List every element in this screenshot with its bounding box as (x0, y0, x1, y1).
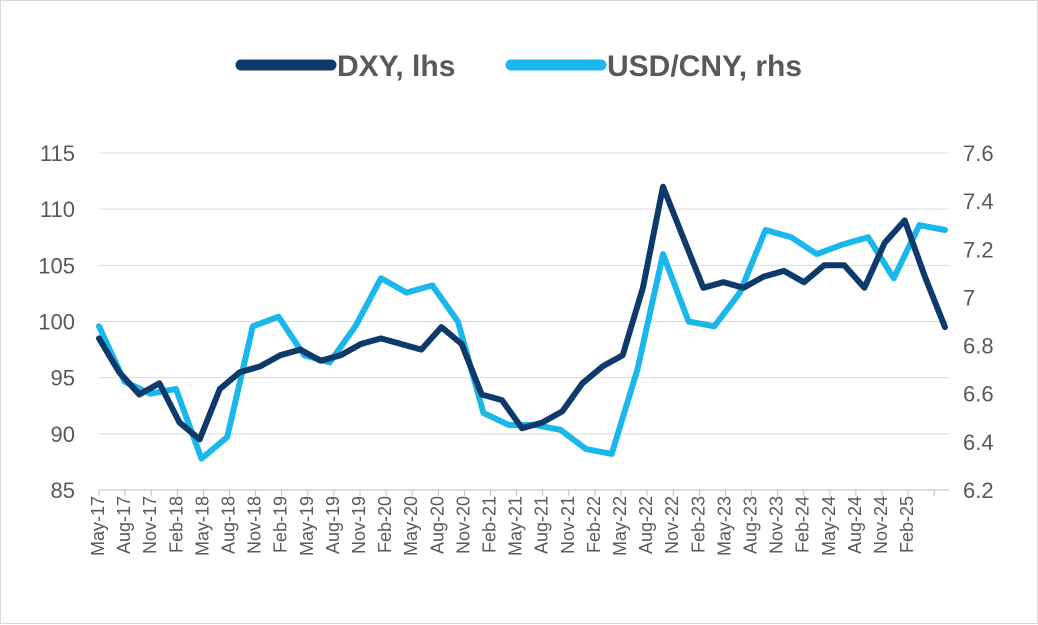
x-tick-label: May-21 (506, 496, 526, 556)
y-right-tick-label: 7.4 (963, 189, 994, 214)
y-axis-right: 6.2 6.4 6.6 6.8 7 7.2 7.4 7.6 (963, 141, 994, 503)
x-axis: May-17 Aug-17 Nov-17 Feb-18 May-18 Aug-18 Nov-… (88, 489, 949, 556)
y-left-tick-label: 110 (40, 197, 75, 222)
x-tick-label: Aug-22 (636, 496, 656, 554)
x-tick-label: Feb-18 (166, 496, 186, 553)
x-tick-label: May-24 (819, 496, 839, 556)
x-tick-label: May-23 (714, 496, 734, 556)
x-tick-label: Nov-22 (662, 496, 682, 554)
x-tick-label: Aug-19 (323, 496, 343, 554)
y-right-tick-label: 7.2 (963, 237, 994, 262)
x-tick-label: May-20 (401, 496, 421, 556)
x-tick-label: Feb-24 (793, 496, 813, 553)
y-left-tick-label: 115 (40, 141, 75, 166)
series-line-dxy (96, 183, 948, 443)
x-tick-label: Nov-21 (558, 496, 578, 554)
x-tick-label: Feb-20 (375, 496, 395, 553)
x-tick-label: May-19 (297, 496, 317, 556)
x-tick-label: Aug-18 (219, 496, 239, 554)
x-tick-label: Feb-19 (271, 496, 291, 553)
y-right-tick-label: 7 (963, 285, 975, 310)
x-tick-label: May-22 (610, 496, 630, 556)
legend-label-dxy: DXY, lhs (337, 50, 455, 83)
legend: DXY, lhs USD/CNY, rhs (235, 50, 802, 83)
x-tick-label: Aug-21 (532, 496, 552, 554)
x-tick-label: Nov-20 (453, 496, 473, 554)
series-lines (96, 183, 948, 462)
y-left-tick-label: 95 (51, 366, 75, 391)
y-left-tick-label: 100 (38, 310, 75, 335)
x-tick-label: Aug-24 (845, 496, 865, 554)
x-tick-label: May-17 (88, 496, 108, 556)
y-right-tick-label: 6.2 (963, 478, 994, 503)
x-tick-label: Feb-22 (584, 496, 604, 553)
y-left-tick-label: 90 (51, 422, 75, 447)
x-tick-label: May-18 (192, 496, 212, 556)
y-right-tick-label: 6.6 (963, 382, 994, 407)
legend-label-usdcny: USD/CNY, rhs (607, 50, 802, 83)
x-tick-label: Nov-17 (140, 496, 160, 554)
x-tick-label: Feb-25 (897, 496, 917, 553)
y-left-tick-label: 85 (51, 478, 75, 503)
x-tick-label: Nov-19 (349, 496, 369, 554)
x-tick-label: Nov-18 (245, 496, 265, 554)
y-right-tick-label: 6.4 (963, 430, 994, 455)
y-right-tick-label: 6.8 (963, 334, 994, 359)
y-right-tick-label: 7.6 (963, 141, 994, 166)
y-left-tick-label: 105 (38, 253, 75, 278)
x-tick-label: Aug-23 (741, 496, 761, 554)
x-tick-label: Aug-20 (427, 496, 447, 554)
y-axis-left: 85 90 95 100 105 110 115 (38, 141, 75, 503)
x-tick-label: Feb-23 (688, 496, 708, 553)
x-tick-label: Nov-24 (871, 496, 891, 554)
x-tick-label: Feb-21 (480, 496, 500, 553)
gridlines (99, 152, 949, 435)
x-tick-label: Nov-23 (767, 496, 787, 554)
x-tick-label: Aug-17 (114, 496, 134, 554)
